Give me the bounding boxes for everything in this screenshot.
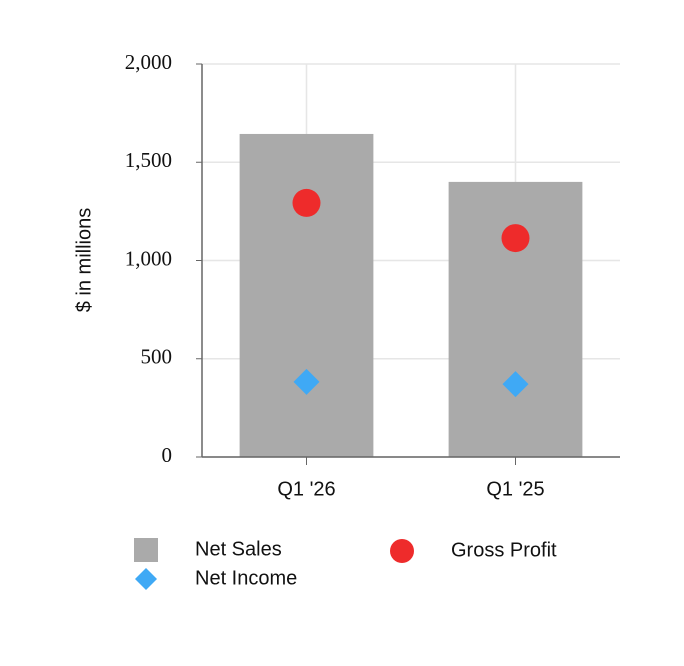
y-axis-title: $ in millions xyxy=(73,208,95,312)
diamond-marker xyxy=(293,368,320,395)
legend-label: Net Income xyxy=(195,567,297,589)
x-tick-label: Q1 '26 xyxy=(277,478,335,500)
diamond-marker xyxy=(502,371,529,398)
legend-label: Gross Profit xyxy=(451,539,557,561)
legend-swatch xyxy=(134,538,158,562)
bar xyxy=(448,181,583,457)
legend-swatch xyxy=(390,539,414,563)
y-tick-label: 0 xyxy=(162,443,173,467)
y-tick-label: 2,000 xyxy=(125,50,172,74)
legend-swatch xyxy=(135,568,157,590)
y-tick-label: 500 xyxy=(141,345,173,369)
y-tick-label: 1,500 xyxy=(125,148,172,172)
legend-label: Net Sales xyxy=(195,538,282,560)
circle-marker xyxy=(292,188,321,217)
bar xyxy=(239,133,374,458)
y-tick-label: 1,000 xyxy=(125,246,172,270)
x-tick-label: Q1 '25 xyxy=(486,478,544,500)
circle-marker xyxy=(501,224,530,253)
